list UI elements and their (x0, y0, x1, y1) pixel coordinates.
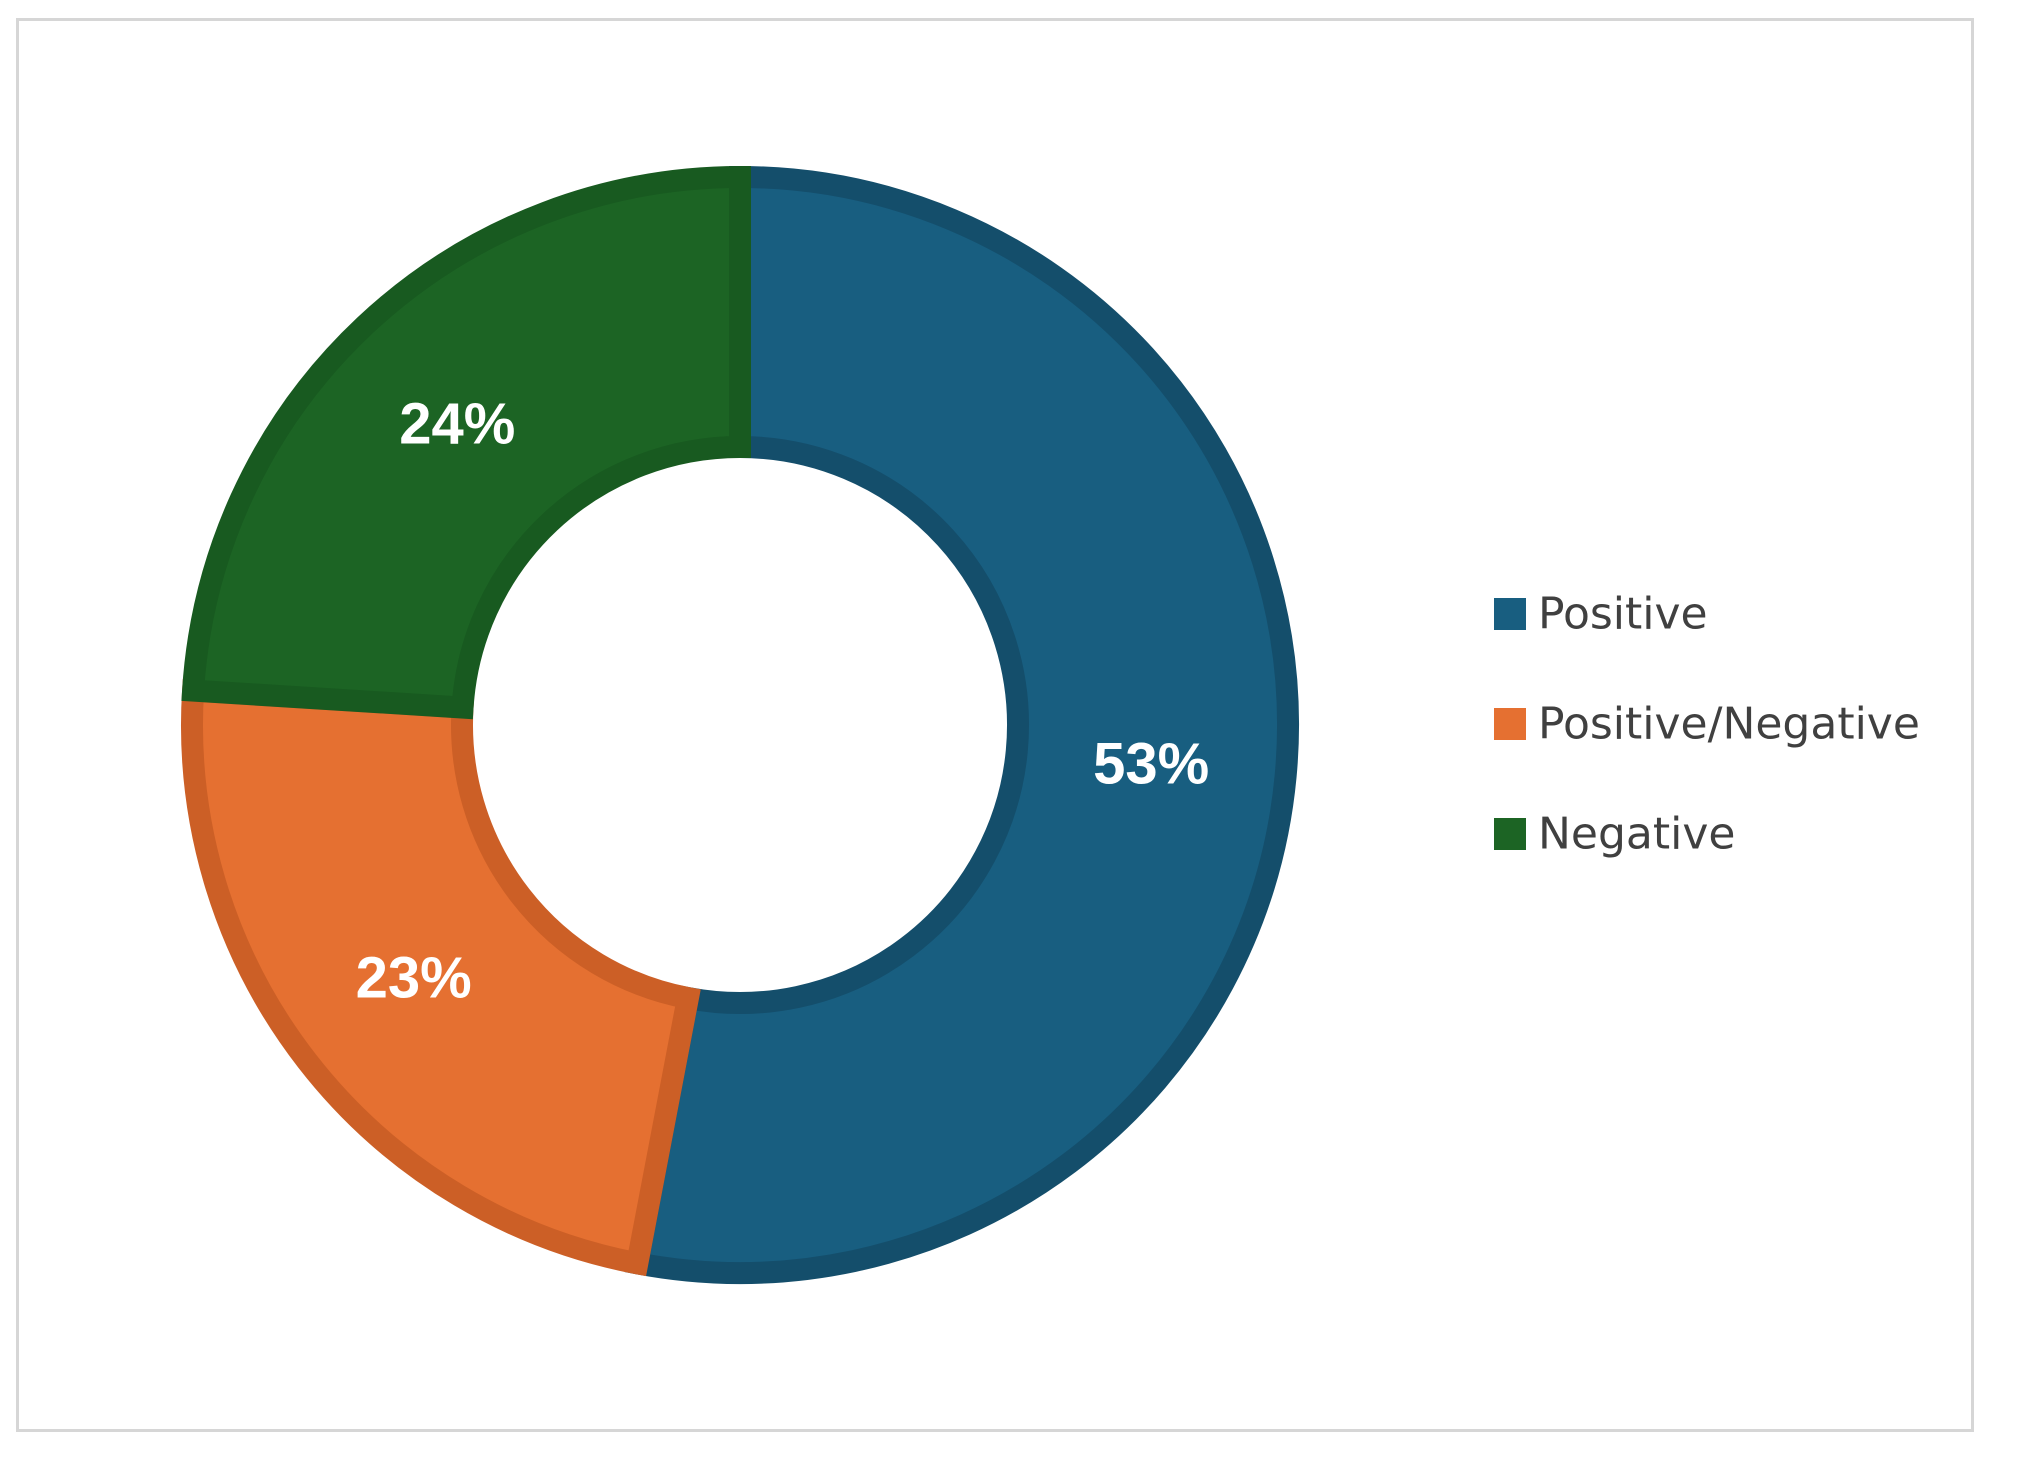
legend-swatch-positive-negative (1494, 708, 1526, 740)
slice-negative (181, 165, 751, 720)
legend-label-positive-negative: Positive/Negative (1538, 699, 1920, 750)
donut-slices (181, 165, 1299, 1284)
data-label-positive-negative: 23% (356, 946, 472, 1011)
slice-positive-negative (181, 678, 701, 1277)
legend-swatch-negative (1494, 818, 1526, 850)
data-label-negative: 24% (399, 391, 515, 456)
slice-labels: 53% 23% 24% (356, 391, 1210, 1010)
legend: Positive Positive/Negative Negative (1494, 589, 1920, 860)
legend-label-positive: Positive (1538, 589, 1708, 640)
slice-positive (624, 165, 1299, 1284)
data-label-positive: 53% (1093, 731, 1209, 796)
legend-swatch-positive (1494, 598, 1526, 630)
legend-label-negative: Negative (1538, 809, 1735, 860)
